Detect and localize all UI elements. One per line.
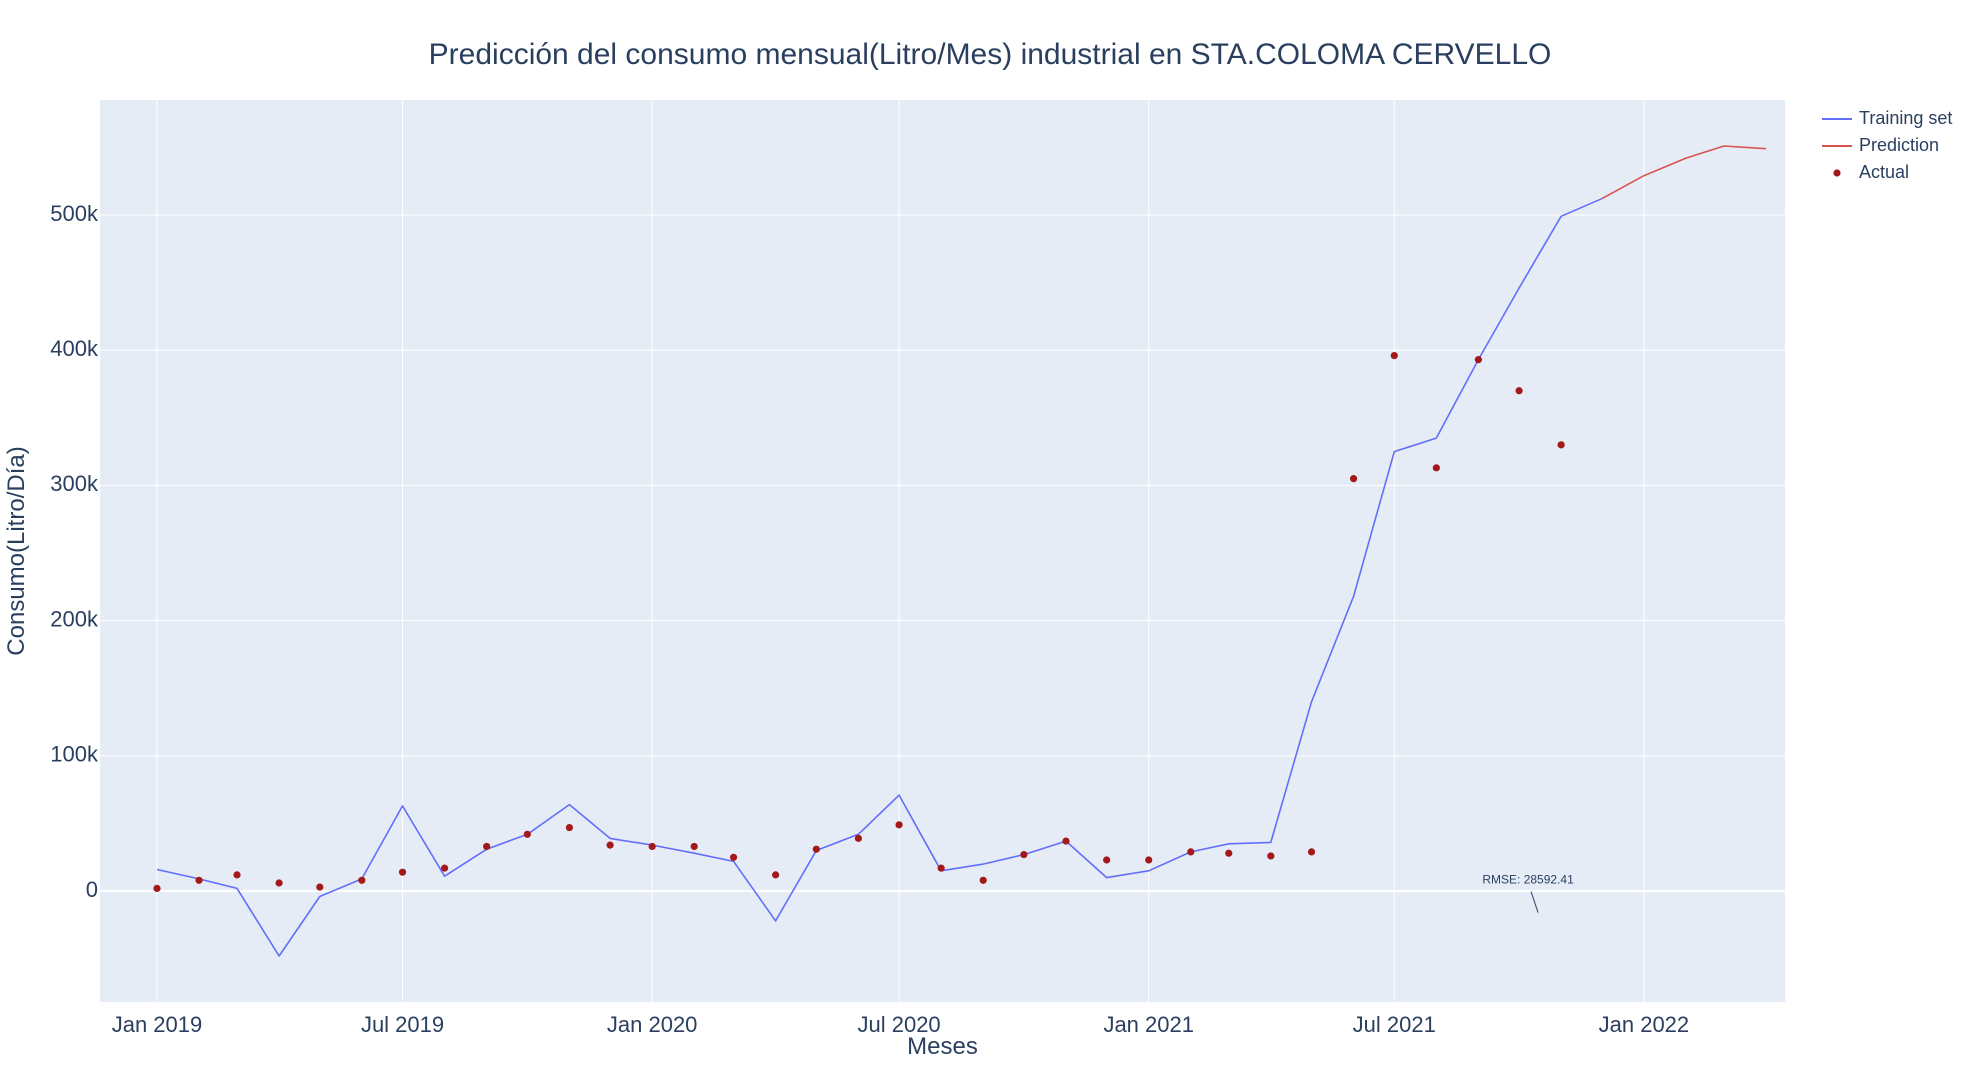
- y-tick-label: 200k: [50, 606, 99, 631]
- actual-point: [523, 830, 531, 838]
- actual-point: [1020, 850, 1028, 859]
- actual-point: [648, 842, 656, 851]
- legend-label: Actual: [1859, 162, 1909, 182]
- actual-point: [358, 876, 366, 884]
- x-tick-label: Jan 2020: [607, 1012, 698, 1037]
- actual-point: [1432, 464, 1440, 472]
- actual-point: [565, 823, 574, 832]
- actual-point: [854, 834, 862, 842]
- legend-item-training-set[interactable]: Training set: [1822, 108, 1952, 128]
- x-tick-label: Jul 2021: [1353, 1012, 1436, 1037]
- actual-point: [1225, 849, 1233, 857]
- y-tick-label: 500k: [50, 201, 99, 226]
- chart-title: Predicción del consumo mensual(Litro/Mes…: [429, 38, 1552, 71]
- legend[interactable]: Training set Prediction Actual: [1822, 108, 1952, 182]
- actual-point: [1307, 848, 1316, 856]
- training-set-line: [156, 197, 1603, 957]
- y-tick-label: 400k: [50, 336, 99, 361]
- actual-point: [398, 868, 407, 876]
- actual-point: [937, 864, 945, 872]
- x-tick-label: Jul 2019: [361, 1012, 444, 1037]
- actual-point: [440, 864, 449, 872]
- legend-item-actual[interactable]: Actual: [1833, 162, 1909, 182]
- actual-point: [483, 842, 491, 851]
- actual-point: [233, 871, 241, 879]
- series: [153, 145, 1767, 957]
- prediction-line: [1601, 145, 1767, 200]
- x-tick-label: Jul 2020: [857, 1012, 940, 1037]
- actual-point: [690, 842, 698, 851]
- y-tick-label: 300k: [50, 471, 99, 496]
- actual-point: [1390, 351, 1398, 360]
- actual-point: [1474, 356, 1482, 364]
- grid: [100, 100, 1785, 1002]
- actual-point: [1187, 848, 1195, 856]
- x-axis-title: Meses: [907, 1033, 978, 1060]
- annotation-rmse: RMSE: 28592.41: [1482, 873, 1574, 887]
- y-tick-label: 100k: [50, 742, 99, 767]
- actual-point: [1062, 837, 1070, 845]
- actual-point: [1267, 852, 1275, 860]
- y-axis-title: Consumo(Litro/Día): [3, 446, 30, 655]
- annotations: RMSE: 28592.41: [1482, 873, 1574, 913]
- actual-point: [1515, 387, 1523, 395]
- legend-label: Prediction: [1859, 135, 1939, 155]
- legend-item-prediction[interactable]: Prediction: [1822, 135, 1939, 155]
- x-tick-label: Jan 2021: [1103, 1012, 1194, 1037]
- actual-point: [812, 845, 820, 853]
- x-tick-label: Jan 2019: [112, 1012, 203, 1037]
- actual-point: [979, 876, 987, 884]
- actual-point: [1557, 441, 1565, 449]
- x-tick-label: Jan 2022: [1599, 1012, 1690, 1037]
- annotation-arrow: [1530, 891, 1539, 913]
- actual-point: [153, 884, 161, 893]
- y-tick-label: 0: [86, 877, 98, 902]
- actual-point: [895, 821, 903, 829]
- actual-point: [1103, 856, 1111, 864]
- actual-point: [1145, 856, 1153, 864]
- actual-point: [606, 841, 614, 849]
- actual-point: [275, 879, 283, 887]
- actual-point: [729, 853, 738, 861]
- legend-label: Training set: [1859, 108, 1952, 128]
- actual-point: [1349, 475, 1358, 483]
- legend-swatch-marker: [1833, 169, 1841, 177]
- actual-point: [195, 876, 203, 884]
- plot-area: [100, 100, 1785, 1002]
- actual-point: [316, 883, 324, 891]
- axes: Jan 2019 Jul 2019 Jan 2020 Jul 2020 Jan 2021…: [50, 201, 1689, 1037]
- actual-point: [772, 871, 780, 879]
